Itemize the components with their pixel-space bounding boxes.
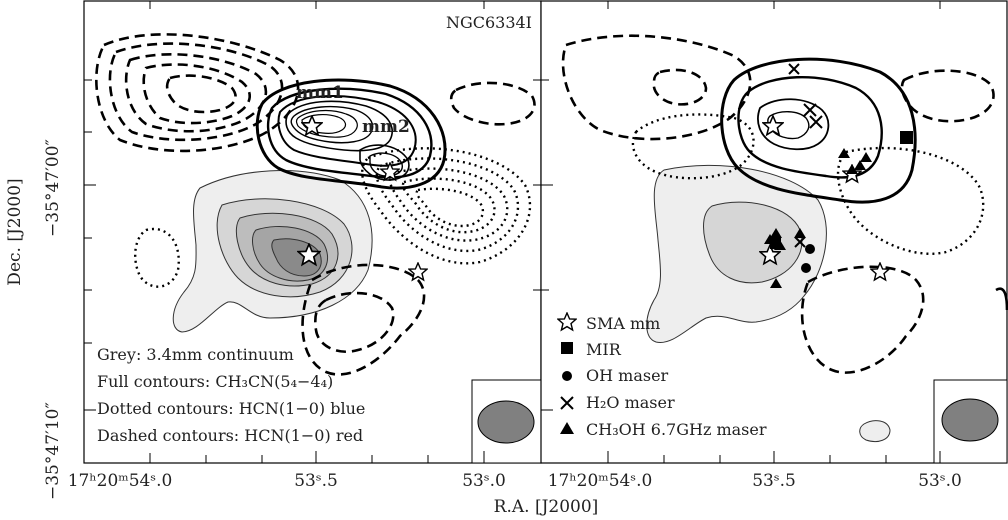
x-tick-label: 17ʰ20ᵐ54ˢ.0 <box>68 471 173 491</box>
legend-line-3: Dotted contours: HCN(1−0) blue <box>97 399 365 418</box>
x-tick-label: 53ˢ.0 <box>918 471 962 491</box>
mir-square-icon <box>900 131 913 144</box>
y-tick-label: −35°47′10″ <box>43 402 63 500</box>
right-panel: SMA mm MIR OH maser H₂O maser CH₃OH 6.7G… <box>540 0 1008 464</box>
object-name: NGC6334I <box>446 13 532 32</box>
left-panel: mm1 mm2 NGC6334I Grey: 3.4mm continuum F… <box>83 0 542 464</box>
legend-label-ch3oh: CH₃OH 6.7GHz maser <box>586 420 767 439</box>
ch3oh-maser-markers <box>764 148 872 288</box>
legend-line-4: Dashed contours: HCN(1−0) red <box>97 426 363 445</box>
legend-label-oh: OH maser <box>586 366 669 385</box>
legend-line-2: Full contours: CH₃CN(5₄−4₄) <box>97 372 333 391</box>
legend-label-mir: MIR <box>586 340 622 359</box>
source-label-mm1: mm1 <box>296 83 344 103</box>
source-label-mm2: mm2 <box>362 117 410 137</box>
legend-label-sma: SMA mm <box>586 314 660 333</box>
legend-cross-icon <box>560 396 574 410</box>
legend-line-1: Grey: 3.4mm continuum <box>97 345 294 364</box>
right-ticks <box>541 1 941 463</box>
hcn-blue-contours <box>134 147 532 288</box>
x-axis-label: R.A. [J2000] <box>494 497 599 517</box>
marker-legend: SMA mm MIR OH maser H₂O maser CH₃OH 6.7G… <box>557 312 767 439</box>
continuum-grey <box>172 170 373 333</box>
h2o-maser-markers <box>788 63 823 248</box>
legend-triangle-icon <box>560 422 574 434</box>
x-tick-label: 53ˢ.5 <box>294 471 338 491</box>
legend-circle-icon <box>562 371 572 381</box>
x-tick-label: 53ˢ.5 <box>752 471 796 491</box>
y-axis-label: Dec. [J2000] <box>5 178 25 285</box>
ch3cn-contours <box>255 78 447 190</box>
legend-square-icon <box>561 342 573 354</box>
ch3cn-right <box>720 57 917 204</box>
continuum-grey-right <box>646 164 891 443</box>
beam-ellipse <box>477 400 535 444</box>
legend-label-h2o: H₂O maser <box>586 393 675 412</box>
beam-ellipse-right <box>941 398 999 442</box>
left-ticks <box>84 1 541 463</box>
oh-maser-markers <box>801 244 815 273</box>
hcn-blue-right <box>631 113 985 255</box>
x-tick-label: 53ˢ.0 <box>462 471 506 491</box>
x-tick-label: 17ʰ20ᵐ54ˢ.0 <box>548 471 653 491</box>
y-tick-label: −35°47′00″ <box>43 139 63 237</box>
